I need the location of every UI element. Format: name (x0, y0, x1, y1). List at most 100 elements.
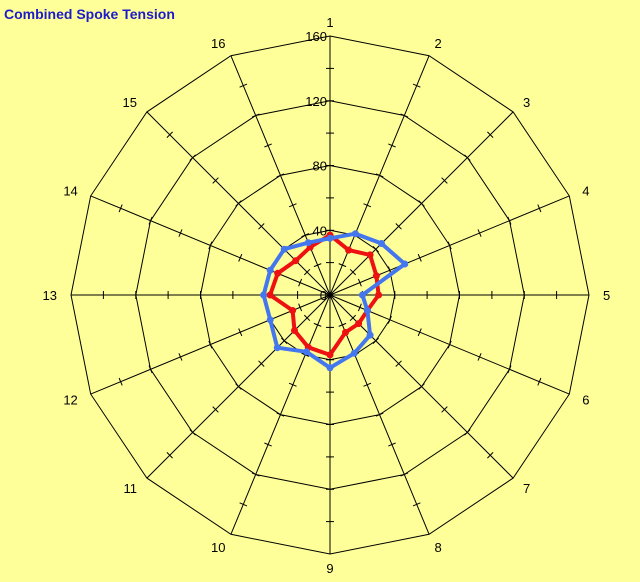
axis-tick (417, 253, 422, 262)
spoke-label-10: 10 (211, 540, 225, 555)
axis-tick (235, 200, 242, 207)
axis-tick (372, 337, 379, 344)
axis-tick (148, 365, 153, 374)
spoke-label-13: 13 (43, 288, 57, 303)
radial-tick-label: 80 (313, 159, 327, 174)
axis-tick (303, 314, 311, 322)
axis-ticks (102, 67, 558, 523)
axis-tick (387, 315, 392, 324)
series-1-point-2 (345, 246, 353, 254)
axis-tick (412, 83, 421, 88)
spoke-label-9: 9 (326, 561, 333, 576)
axis-tick (301, 233, 310, 238)
series-1-point-5 (375, 291, 383, 299)
axis-tick (298, 303, 303, 312)
axis-tick (441, 177, 448, 184)
series-2-point-10 (303, 348, 310, 356)
axis-tick (313, 263, 322, 268)
series-2-point-13 (260, 291, 268, 299)
series-2-point-5 (358, 291, 366, 299)
axis-tick (487, 131, 494, 138)
radial-tick-label: 120 (305, 94, 327, 109)
axis-tick (349, 314, 357, 322)
axis-tick (357, 303, 362, 312)
axis-tick (303, 268, 311, 276)
axis-tick (148, 216, 153, 225)
series-2-point-2 (351, 230, 359, 238)
spoke-label-12: 12 (63, 393, 77, 408)
axis-tick (118, 377, 123, 386)
axis-tick (487, 452, 494, 459)
series-2-point-6 (363, 307, 371, 314)
axis-tick (507, 216, 512, 225)
spoke-label-14: 14 (63, 184, 77, 199)
axis-tick (239, 83, 248, 88)
radial-tick-label: 160 (305, 29, 327, 44)
axis-tick (507, 365, 512, 374)
axis-tick (288, 203, 297, 208)
axis-tick (477, 353, 482, 361)
series-2-point-1 (326, 234, 334, 242)
radial-tick-label: 0 (320, 288, 327, 303)
axis-tick (363, 382, 372, 387)
axis-tick (276, 173, 285, 178)
axis-tick (395, 360, 402, 367)
series-1-point-11 (291, 327, 298, 334)
axis-tick (357, 278, 362, 287)
series-layer (260, 230, 409, 372)
series-2-point-12 (266, 316, 274, 324)
axis-tick (395, 223, 402, 230)
series-1-point-4 (372, 272, 380, 280)
chart-title: Combined Spoke Tension (4, 6, 175, 22)
axis-tick (400, 113, 409, 118)
axis-tick (372, 246, 379, 253)
axis-tick (349, 268, 357, 276)
axis-tick (388, 143, 396, 148)
spoke-label-3: 3 (523, 95, 530, 110)
axis-tick (251, 113, 260, 118)
series-2-point-11 (273, 344, 281, 352)
radial-tick-labels: 0 40 80 120 160 (305, 29, 327, 303)
spoke-label-7: 7 (523, 481, 530, 496)
axis-tick (537, 377, 542, 386)
axis-tick (375, 173, 384, 178)
series-1-point-13 (266, 291, 274, 299)
series-2-point-4 (401, 260, 409, 268)
spoke-label-6: 6 (582, 393, 589, 408)
axis-tick (388, 442, 396, 447)
axis-tick (212, 406, 219, 413)
axis-tick (264, 442, 272, 447)
axis-tick (238, 328, 243, 337)
axis-tick (363, 203, 372, 208)
axis-tick (208, 241, 213, 250)
spoke-label-1: 1 (326, 15, 333, 30)
series-2-point-3 (378, 240, 385, 247)
spoke-label-8: 8 (435, 540, 442, 555)
axis-tick (166, 452, 173, 459)
axis-tick (239, 502, 248, 507)
series-1-point-12 (289, 307, 297, 314)
axis-tick (412, 502, 421, 507)
axis-tick (464, 429, 471, 436)
series-1-point-8 (342, 328, 349, 336)
axis-tick (166, 131, 173, 138)
series-2-point-8 (350, 349, 358, 357)
axis-tick (338, 263, 347, 268)
axis-tick (258, 223, 265, 230)
axis-tick (447, 340, 452, 349)
axis-tick (276, 412, 285, 417)
axis-tick (418, 200, 425, 207)
spoke-label-11: 11 (124, 481, 138, 496)
axis-tick (441, 406, 448, 413)
spoke-label-15: 15 (123, 95, 137, 110)
axis-tick (118, 204, 123, 213)
axes (71, 36, 589, 554)
axis-tick (178, 353, 183, 361)
axis-tick (418, 383, 425, 390)
axis-tick (464, 154, 471, 161)
axis-tick (212, 177, 219, 184)
axis-tick (400, 472, 409, 477)
axis-tick (313, 322, 322, 327)
